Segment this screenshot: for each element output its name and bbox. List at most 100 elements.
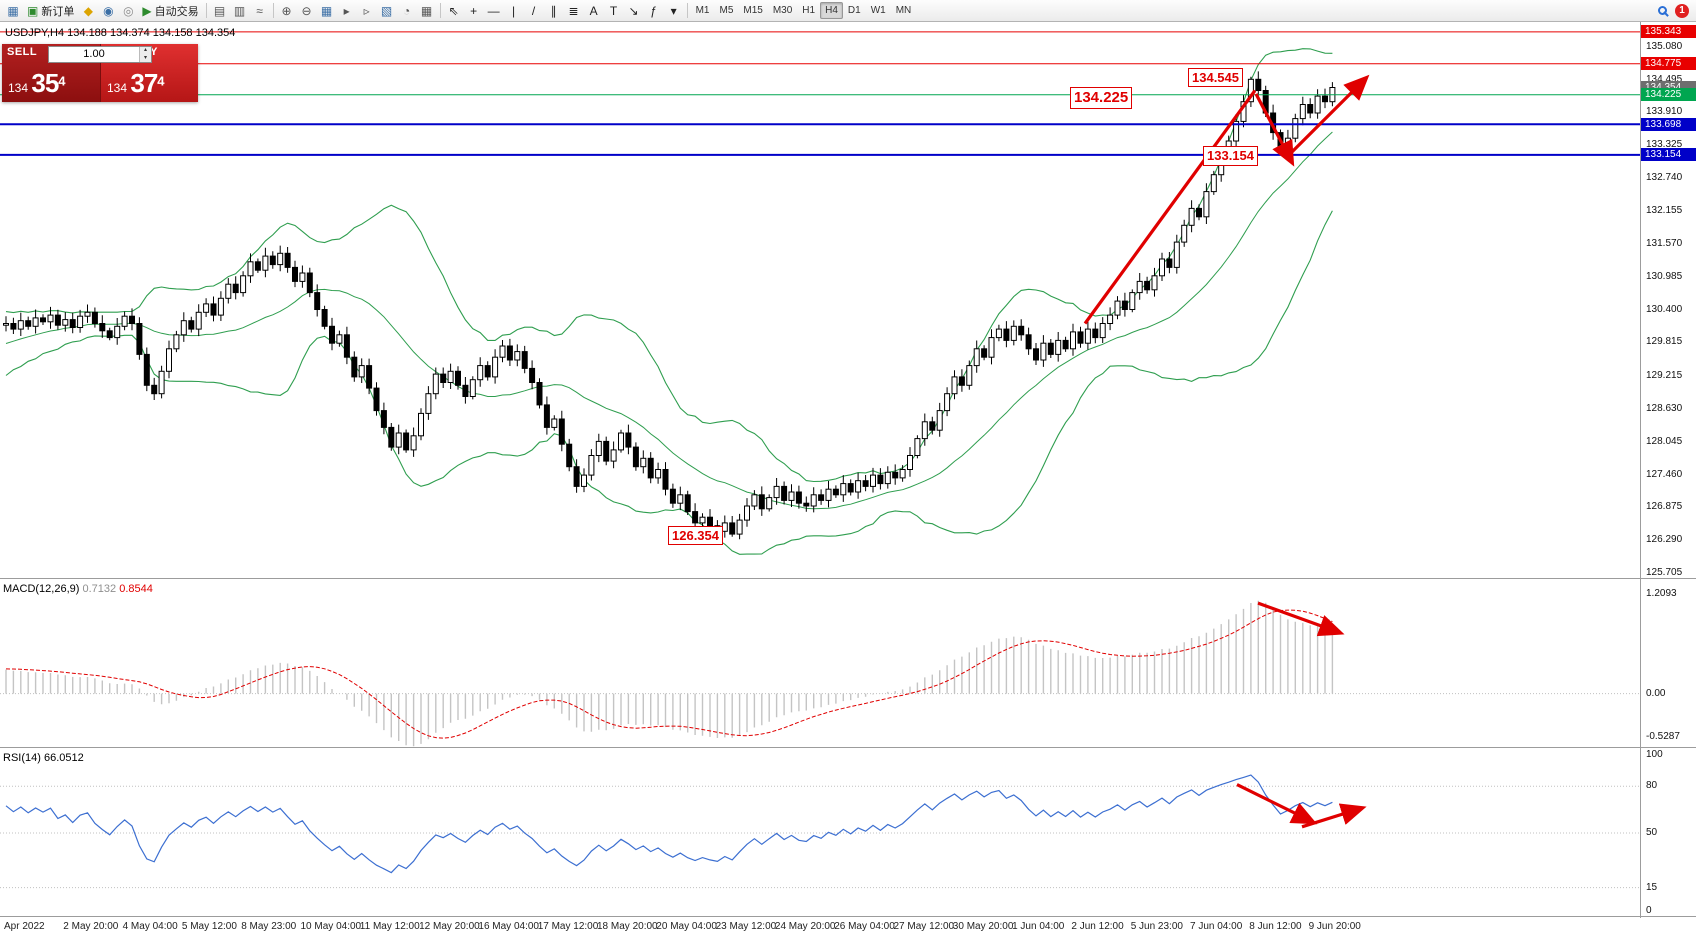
mql5-community-icon: ◆: [83, 3, 93, 18]
horizontal-line-icon: —: [487, 3, 500, 18]
toolbar-separator: [205, 3, 207, 18]
charts-grid-icon: ▦: [7, 3, 19, 18]
new-order-icon: ▣: [27, 3, 39, 18]
charts-grid-button[interactable]: ▦: [3, 2, 23, 20]
zoom-in-button[interactable]: ⊕: [277, 2, 297, 20]
crosshair-icon: +: [470, 3, 478, 18]
time-axis-label: 17 May 12:00: [537, 921, 599, 932]
horizontal-line-button[interactable]: —: [484, 2, 504, 20]
toolbar-separator: [272, 3, 274, 18]
text-label-icon: T: [609, 3, 618, 18]
timeframe-button-d1[interactable]: D1: [847, 5, 861, 16]
rsi-indicator-pane[interactable]: RSI(14) 66.0512: [0, 749, 1696, 917]
vertical-line-icon: |: [512, 3, 516, 18]
time-axis-label: 8 Jun 12:00: [1249, 921, 1302, 932]
chart-shift-button[interactable]: ▹: [357, 2, 377, 20]
arrows-icon: ↘: [628, 3, 639, 18]
zoom-out-button[interactable]: ⊖: [297, 2, 317, 20]
notifications-badge[interactable]: 1: [1675, 3, 1689, 18]
timeframe-button-m1[interactable]: M1: [695, 5, 710, 16]
new-chart-button[interactable]: ▧: [377, 2, 397, 20]
volume-control: 1.00 ▴ ▾: [48, 46, 152, 63]
equidistant-channel-button[interactable]: ∥: [544, 2, 564, 20]
new-chart-icon: ▧: [380, 3, 393, 18]
crosshair-button[interactable]: +: [464, 2, 484, 20]
periods-button[interactable]: ▾: [664, 2, 684, 20]
timeframe-button-h1[interactable]: H1: [802, 5, 816, 16]
auto-trading-button[interactable]: ▶ 自动交易: [138, 2, 202, 20]
search-icon[interactable]: [1658, 6, 1667, 15]
time-axis-label: 5 May 12:00: [181, 921, 237, 932]
volume-up-button[interactable]: ▴: [140, 47, 151, 55]
rsi-chart[interactable]: [0, 749, 1640, 917]
timeframe-button-mn[interactable]: MN: [895, 5, 912, 16]
time-axis-label: 24 May 20:00: [774, 921, 836, 932]
macd-label: MACD(12,26,9) 0.7132 0.8544: [3, 583, 153, 595]
trendline-button[interactable]: /: [524, 2, 544, 20]
auto-scroll-button[interactable]: ▸: [337, 2, 357, 20]
macd-chart[interactable]: [0, 580, 1640, 748]
indicators-icon: ƒ: [650, 3, 657, 18]
time-axis-label: 5 Jun 23:00: [1130, 921, 1183, 932]
auto-trading-icon: ▶: [142, 3, 152, 18]
timeframe-button-h4[interactable]: H4: [820, 2, 843, 19]
timeframe-button-m15[interactable]: M15: [743, 5, 763, 16]
volume-input[interactable]: 1.00: [83, 48, 105, 60]
price-axis-separator: [1640, 22, 1641, 918]
arrows-button[interactable]: ↘: [624, 2, 644, 20]
fibonacci-button[interactable]: ≣: [564, 2, 584, 20]
time-axis-label: Apr 2022: [4, 921, 45, 932]
line-chart-button[interactable]: ≈: [250, 2, 270, 20]
auto-scroll-icon: ▸: [343, 3, 350, 18]
rsi-label: RSI(14) 66.0512: [3, 752, 84, 764]
time-axis-label: 30 May 20:00: [952, 921, 1014, 932]
macd-indicator-pane[interactable]: MACD(12,26,9) 0.7132 0.8544: [0, 580, 1696, 748]
time-axis-label: 11 May 12:00: [359, 921, 420, 932]
periods-icon: ▾: [670, 3, 677, 18]
candlestick-chart[interactable]: [0, 22, 1640, 579]
price-annotation: 126.354: [668, 525, 723, 546]
cursor-button[interactable]: ⇖: [444, 2, 464, 20]
cursor-icon: ⇖: [448, 3, 459, 18]
mql5-community-button[interactable]: ◆: [78, 2, 98, 20]
time-axis-label: 26 May 04:00: [834, 921, 895, 932]
one-click-trading-panel: SELL 134 354 BUY 134 374 1.00 ▴ ▾: [2, 44, 198, 102]
profiles-button[interactable]: ◔: [397, 2, 417, 20]
timeframe-button-m5[interactable]: M5: [719, 5, 734, 16]
timeframe-button-w1[interactable]: W1: [870, 5, 886, 16]
time-axis-label: 10 May 04:00: [300, 921, 362, 932]
price-chart-pane[interactable]: USDJPY,H4 134.188 134.374 134.158 134.35…: [0, 22, 1696, 579]
new-order-button[interactable]: ▣ 新订单: [23, 2, 78, 20]
chart-window: USDJPY,H4 134.188 134.374 134.158 134.35…: [0, 22, 1696, 946]
signals-icon: ◎: [123, 3, 134, 18]
buy-price: 134 374: [107, 68, 165, 98]
bar-chart-button[interactable]: ▤: [210, 2, 230, 20]
text-label-button[interactable]: T: [604, 2, 624, 20]
zoom-out-icon: ⊖: [301, 3, 312, 18]
equidistant-channel-icon: ∥: [550, 3, 557, 18]
candlestick-chart-button[interactable]: ▥: [230, 2, 250, 20]
data-window-button[interactable]: ▦: [417, 2, 437, 20]
sell-label: SELL: [7, 46, 38, 58]
line-chart-icon: ≈: [256, 3, 263, 18]
fibonacci-icon: ≣: [568, 3, 579, 18]
time-axis-label: 4 May 04:00: [122, 921, 178, 932]
tile-windows-button[interactable]: ▦: [317, 2, 337, 20]
data-window-icon: ▦: [420, 3, 433, 18]
indicators-button[interactable]: ƒ: [644, 2, 664, 20]
new-order-label: 新订单: [41, 5, 75, 18]
time-axis-label: 8 May 23:00: [241, 921, 297, 932]
volume-down-button[interactable]: ▾: [140, 54, 151, 62]
price-annotation: 134.545: [1188, 67, 1243, 88]
toolbar-separator: [439, 3, 441, 18]
bar-chart-icon: ▤: [213, 3, 226, 18]
toolbar-separator: [686, 3, 688, 18]
market-button[interactable]: ◉: [98, 2, 118, 20]
vertical-line-button[interactable]: |: [504, 2, 524, 20]
timeframe-button-m30[interactable]: M30: [772, 5, 793, 16]
signals-button[interactable]: ◎: [118, 2, 138, 20]
text-button[interactable]: A: [584, 2, 604, 20]
time-axis[interactable]: Apr 2022 2 May 20:00 4 May 04:00 5 May 12:0…: [0, 918, 1696, 946]
sell-price: 134 354: [8, 68, 66, 98]
auto-trading-label: 自动交易: [154, 5, 199, 18]
